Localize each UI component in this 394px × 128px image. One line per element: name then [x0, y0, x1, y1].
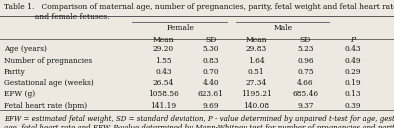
Text: Female: Female	[166, 24, 194, 32]
Text: Mean: Mean	[245, 36, 267, 44]
Text: 0.19: 0.19	[344, 79, 361, 87]
Text: 0.43: 0.43	[155, 68, 172, 76]
Text: 0.29: 0.29	[344, 68, 361, 76]
Text: 1195.21: 1195.21	[241, 90, 271, 99]
Text: 27.34: 27.34	[245, 79, 267, 87]
Text: 9.37: 9.37	[297, 102, 314, 110]
Text: 29.83: 29.83	[245, 45, 267, 54]
Text: 26.54: 26.54	[153, 79, 174, 87]
Text: 685.46: 685.46	[292, 90, 318, 99]
Text: Number of pregnancies: Number of pregnancies	[4, 57, 92, 65]
Text: 0.51: 0.51	[248, 68, 264, 76]
Text: 29.20: 29.20	[153, 45, 174, 54]
Text: 0.49: 0.49	[344, 57, 361, 65]
Text: Age (years): Age (years)	[4, 45, 47, 54]
Text: 0.96: 0.96	[297, 57, 314, 65]
Text: Male: Male	[274, 24, 293, 32]
Text: 5.23: 5.23	[297, 45, 314, 54]
Text: 141.19: 141.19	[151, 102, 177, 110]
Text: 0.83: 0.83	[203, 57, 219, 65]
Text: 9.69: 9.69	[203, 102, 219, 110]
Text: and female fetuses.: and female fetuses.	[4, 13, 110, 21]
Text: Mean: Mean	[153, 36, 174, 44]
Text: 0.75: 0.75	[297, 68, 314, 76]
Text: 5.30: 5.30	[203, 45, 219, 54]
Text: 1.64: 1.64	[248, 57, 264, 65]
Text: Gestational age (weeks): Gestational age (weeks)	[4, 79, 94, 87]
Text: 1058.56: 1058.56	[148, 90, 179, 99]
Text: EFW = estimated fetal weight, SD = standard deviation, P - value determined by u: EFW = estimated fetal weight, SD = stand…	[4, 115, 394, 123]
Text: Parity: Parity	[4, 68, 26, 76]
Text: 0.13: 0.13	[344, 90, 361, 99]
Text: age, fetal heart rate and EFW. P-value determined by Mann-Whitney test for numbe: age, fetal heart rate and EFW. P-value d…	[4, 124, 394, 128]
Text: 4.66: 4.66	[297, 79, 314, 87]
Text: SD: SD	[205, 36, 216, 44]
Text: 1.55: 1.55	[155, 57, 172, 65]
Text: 4.40: 4.40	[203, 79, 219, 87]
Text: P: P	[350, 36, 355, 44]
Text: Table 1.   Comparison of maternal age, number of pregnancies, parity, fetal weig: Table 1. Comparison of maternal age, num…	[4, 3, 394, 11]
Text: 140.08: 140.08	[243, 102, 269, 110]
Text: 0.43: 0.43	[344, 45, 361, 54]
Text: EFW (g): EFW (g)	[4, 90, 35, 99]
Text: SD: SD	[300, 36, 311, 44]
Text: Fetal heart rate (bpm): Fetal heart rate (bpm)	[4, 102, 87, 110]
Text: 0.39: 0.39	[344, 102, 361, 110]
Text: 623.61: 623.61	[198, 90, 224, 99]
Text: 0.70: 0.70	[203, 68, 219, 76]
